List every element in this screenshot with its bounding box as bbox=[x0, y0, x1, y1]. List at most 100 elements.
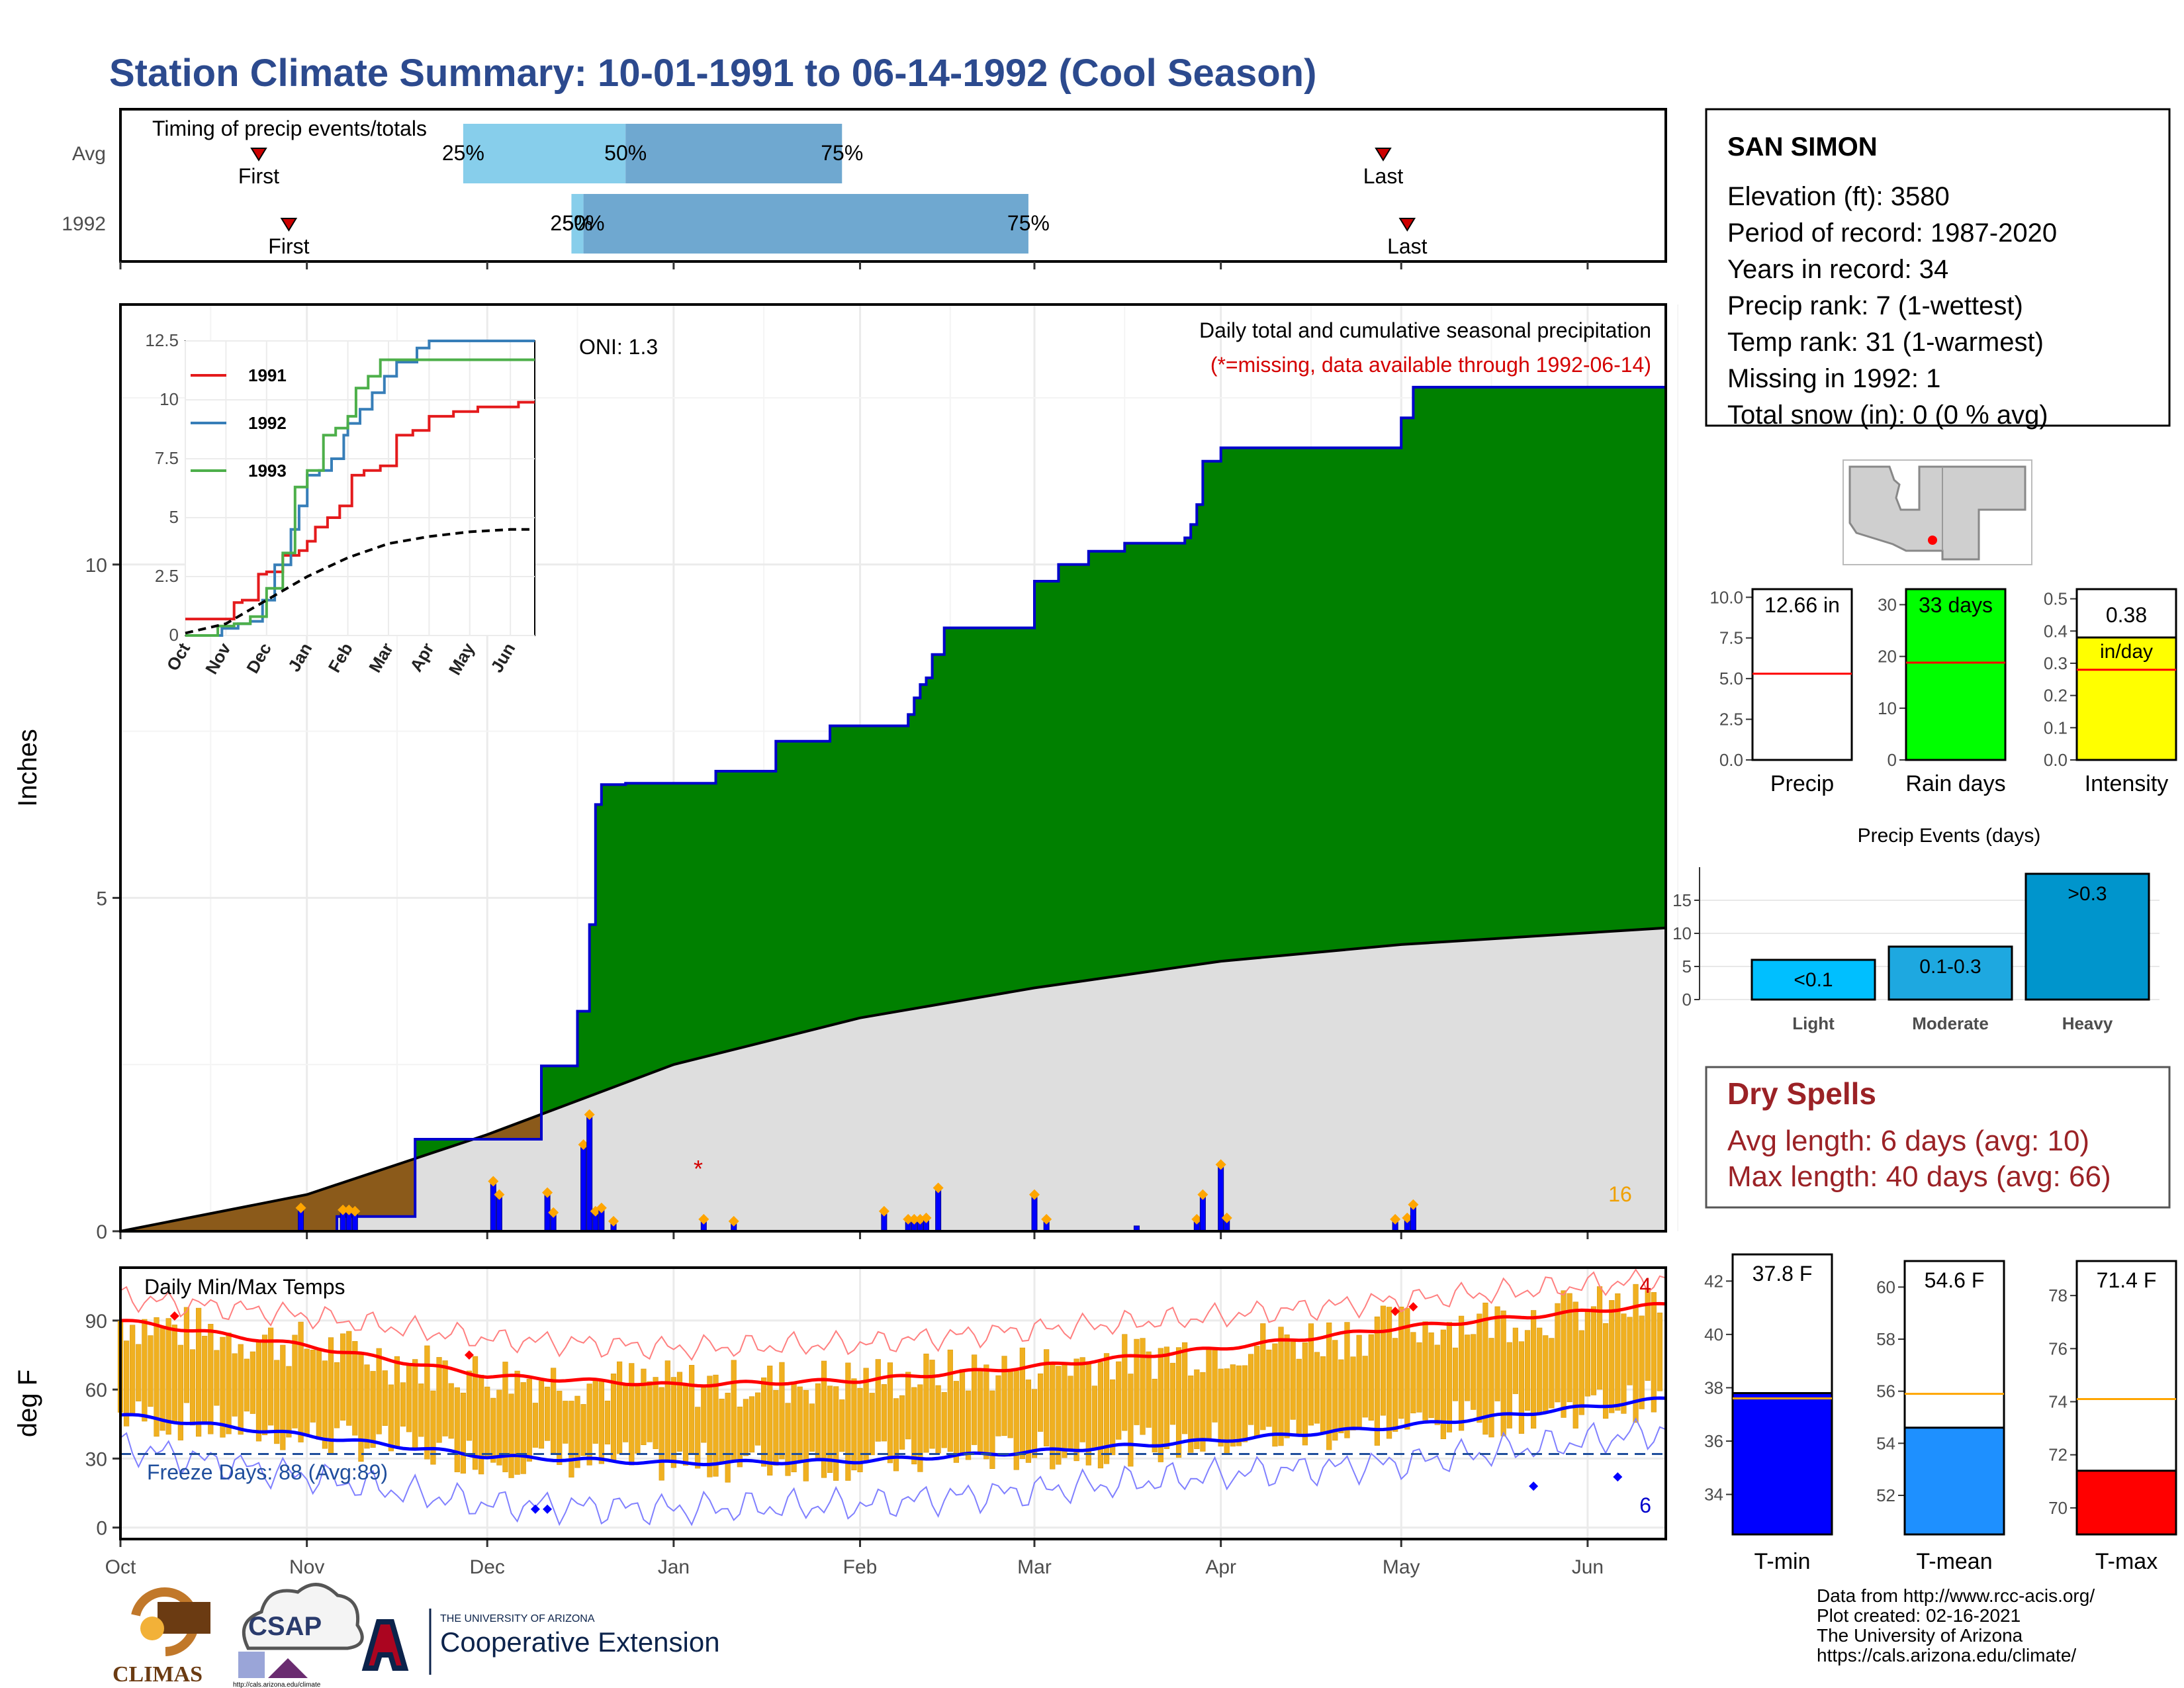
daily-temp-bar bbox=[250, 1351, 255, 1414]
events-category-label: Heavy bbox=[2062, 1013, 2113, 1033]
daily-temp-bar bbox=[1494, 1306, 1500, 1401]
station-name: SAN SIMON bbox=[1727, 132, 1878, 162]
page-title: Station Climate Summary: 10-01-1991 to 0… bbox=[109, 52, 1316, 95]
daily-precip-marker bbox=[909, 1213, 920, 1225]
daily-temp-bar bbox=[1079, 1357, 1085, 1442]
ua-big-text: Cooperative Extension bbox=[440, 1626, 720, 1658]
timing-panel: Timing of precip events/totals Avg 25% 50%… bbox=[62, 108, 1667, 269]
daily-temp-bar bbox=[797, 1386, 803, 1462]
timing-first-marker bbox=[280, 218, 298, 232]
daily-temp-bar bbox=[1254, 1346, 1260, 1437]
temp-gauge-value-label: 37.8 F bbox=[1752, 1262, 1813, 1286]
timing-row-label: Avg bbox=[72, 143, 106, 165]
daily-temp-bar bbox=[1471, 1334, 1477, 1410]
timing-row-label: 1992 bbox=[62, 213, 106, 235]
daily-temp-bar bbox=[947, 1349, 953, 1452]
daily-temp-bar bbox=[1380, 1305, 1387, 1416]
average-cumulative-area bbox=[120, 927, 1666, 1231]
daily-temp-bar bbox=[953, 1381, 959, 1463]
daily-temp-bar bbox=[1134, 1338, 1140, 1425]
daily-temp-bar bbox=[1236, 1365, 1242, 1446]
record-temp-marker bbox=[1390, 1307, 1400, 1317]
daily-temp-bar bbox=[316, 1350, 322, 1440]
daily-temp-bar bbox=[1296, 1358, 1302, 1435]
daily-temp-bar bbox=[1621, 1313, 1627, 1414]
daily-temp-bar bbox=[304, 1348, 310, 1436]
events-tick-label: 10 bbox=[1672, 923, 1692, 943]
daily-temp-bar bbox=[268, 1327, 274, 1426]
events-category-label: Moderate bbox=[1912, 1013, 1989, 1033]
csap-text: CSAP bbox=[248, 1612, 322, 1641]
gauge-tick-label: 0.5 bbox=[2044, 589, 2068, 609]
daily-temp-bar bbox=[496, 1389, 502, 1466]
events-bar bbox=[2025, 872, 2150, 1001]
daily-precip-marker bbox=[349, 1205, 361, 1217]
daily-temp-bar bbox=[586, 1383, 592, 1466]
daily-temp-bar bbox=[226, 1333, 232, 1434]
climas-text: CLIMAS bbox=[113, 1662, 203, 1687]
inset-frame bbox=[185, 340, 535, 636]
ua-logo: THE UNIVERSITY OF ARIZONA Cooperative Ex… bbox=[361, 1609, 720, 1675]
daily-temp-bar bbox=[514, 1370, 520, 1475]
daily-temp-bar bbox=[989, 1390, 995, 1470]
daily-temp-bar bbox=[1260, 1323, 1266, 1430]
temps-label: Daily Min/Max Temps bbox=[144, 1275, 345, 1299]
missing-note: (*=missing, data available through 1992-… bbox=[1210, 353, 1651, 377]
daily-temp-bar bbox=[1128, 1374, 1134, 1467]
events-bar-label: >0.3 bbox=[2068, 883, 2107, 905]
inset-series-1992 bbox=[185, 340, 535, 637]
daily-temp-bar bbox=[743, 1399, 749, 1456]
temp-gauge-fill bbox=[1731, 1391, 1833, 1536]
average-max-line bbox=[120, 1301, 1666, 1388]
inset-ytick-label: 7.5 bbox=[155, 448, 179, 468]
daily-temp-bar bbox=[1428, 1332, 1434, 1419]
daily-precip-marker bbox=[903, 1213, 914, 1225]
daily-temp-bar bbox=[845, 1362, 851, 1481]
inset-ytick-label: 5 bbox=[169, 507, 179, 527]
daily-temp-bar bbox=[1001, 1356, 1007, 1436]
daily-precip-bar bbox=[935, 1188, 942, 1232]
footer: CLIMAS CSAP http://cals.arizona.edu/clim… bbox=[113, 1583, 2095, 1688]
daily-temp-bar bbox=[1440, 1329, 1446, 1440]
daily-temp-bar bbox=[695, 1407, 701, 1469]
cumulative-inset: 0 2.5 5 7.5 10 12.5 Oct Nov Dec Jan Feb Mar Apr May Ju… bbox=[145, 330, 535, 679]
daily-temp-bar bbox=[544, 1386, 551, 1441]
daily-temp-bar bbox=[815, 1383, 821, 1460]
inset-legend-label: 1991 bbox=[248, 365, 287, 385]
temp-gauge-tick-label: 38 bbox=[1704, 1378, 1723, 1397]
station-info-box: SAN SIMON Elevation (ft): 3580 Period of … bbox=[1705, 108, 2171, 430]
daily-temp-bar bbox=[1097, 1362, 1104, 1469]
daily-temp-bar bbox=[148, 1335, 154, 1407]
inset-average-line bbox=[185, 528, 535, 635]
daily-temp-bar bbox=[1584, 1311, 1590, 1397]
gauge-tick-label: 10 bbox=[1878, 698, 1897, 718]
daily-temp-bar bbox=[1068, 1376, 1073, 1449]
daily-temp-bar bbox=[340, 1333, 346, 1421]
gauge-tick-label: 0.1 bbox=[2044, 718, 2068, 737]
daily-precip-marker bbox=[584, 1109, 595, 1120]
inset-xtick-label: Mar bbox=[365, 639, 397, 676]
precip-gauges: 0.0 2.5 5.0 7.5 10.0 12.66 in Precip 0 10 20 30 33 … bbox=[1709, 587, 2177, 796]
daily-temp-bar bbox=[1206, 1349, 1212, 1440]
daily-temp-bar bbox=[1158, 1348, 1163, 1462]
daily-temp-bar bbox=[220, 1336, 226, 1438]
inset-xtick-label: Jun bbox=[486, 639, 519, 676]
daily-temp-bar bbox=[183, 1307, 190, 1403]
timing-last-marker bbox=[1398, 218, 1416, 232]
precip-events-chart: Precip Events (days) 0 5 10 15 <0.1 Light 0.1-0… bbox=[1672, 825, 2160, 1033]
temps-ylabel: deg F bbox=[13, 1370, 42, 1437]
daily-temp-bar bbox=[1518, 1341, 1525, 1434]
missing-marker: * bbox=[694, 1155, 703, 1182]
events-tick-label: 0 bbox=[1682, 990, 1692, 1009]
daily-temp-bar bbox=[557, 1391, 563, 1466]
daily-temp-bar bbox=[1555, 1303, 1561, 1403]
daily-temp-bar bbox=[196, 1307, 202, 1437]
daily-temp-bar bbox=[839, 1399, 845, 1452]
month-tick-label: Jan bbox=[658, 1556, 690, 1578]
gauge-tick-label: 2.5 bbox=[1719, 710, 1743, 729]
daily-temp-bar bbox=[1561, 1290, 1567, 1418]
daily-temp-bar bbox=[177, 1344, 183, 1440]
daily-precip-bar bbox=[1031, 1194, 1038, 1232]
gauge-tick-label: 0.3 bbox=[2044, 653, 2068, 673]
temps-frame bbox=[119, 1266, 1667, 1540]
